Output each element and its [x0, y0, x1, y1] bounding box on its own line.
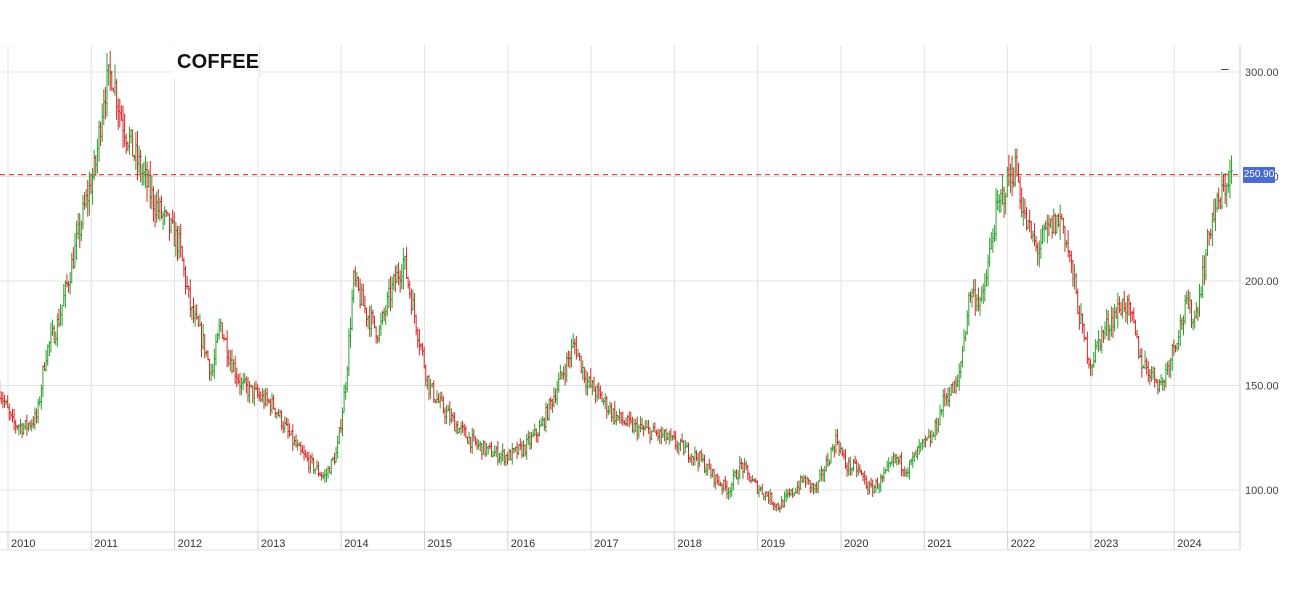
x-tick-label: 2011: [94, 538, 118, 550]
x-tick-label: 2017: [594, 538, 618, 550]
x-tick-label: 2016: [511, 538, 535, 550]
y-tick-label: 150.00: [1245, 381, 1279, 393]
x-tick-label: 2020: [844, 538, 868, 550]
chart-title: COFFEE: [177, 51, 260, 73]
y-tick-label: 100.00: [1245, 485, 1279, 497]
x-tick-label: 2024: [1177, 538, 1201, 550]
title-background: [173, 46, 260, 78]
x-tick-label: 2021: [927, 538, 951, 550]
x-tick-label: 2018: [677, 538, 701, 550]
y-tick-label: 300.00: [1245, 67, 1279, 79]
x-tick-label: 2010: [11, 538, 35, 550]
x-tick-label: 2014: [344, 538, 368, 550]
x-tick-label: 2015: [428, 538, 452, 550]
last-price-badge: 250.90: [1243, 167, 1275, 183]
x-tick-label: 2022: [1011, 538, 1035, 550]
y-tick-label: 200.00: [1245, 276, 1279, 288]
x-tick-label: 2012: [178, 538, 202, 550]
x-tick-label: 2023: [1094, 538, 1118, 550]
minimize-icon[interactable]: –: [1221, 60, 1229, 76]
x-tick-label: 2019: [761, 538, 785, 550]
x-tick-label: 2013: [261, 538, 285, 550]
